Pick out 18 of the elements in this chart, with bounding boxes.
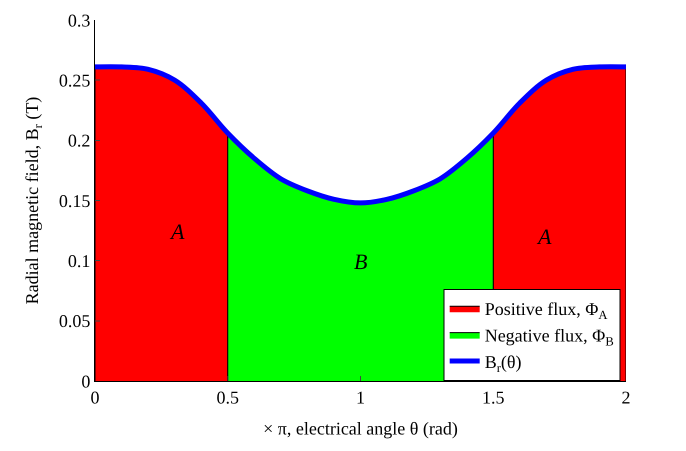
y-tick-label: 0 — [81, 371, 90, 392]
x-tick-label: 1 — [356, 388, 365, 408]
y-tick-label: 0.1 — [68, 250, 90, 271]
x-tick-label: 2 — [622, 388, 630, 408]
annotation: A — [536, 224, 552, 249]
annotation: B — [354, 249, 368, 274]
annotation: A — [169, 219, 185, 244]
legend-label: Positive flux, Φ$_{A}$ — [484, 299, 608, 322]
y-tick-label: 0.25 — [58, 70, 90, 90]
legend-label: B$_{r}$(θ) — [484, 352, 522, 375]
x-tick-label: 0.5 — [216, 388, 239, 408]
legend-label: Negative flux, Φ$_{B}$ — [484, 326, 614, 348]
y-tick-label: 0.2 — [68, 130, 90, 151]
y-tick-label: 0.05 — [58, 311, 90, 332]
y-tick-label: 0.3 — [68, 10, 90, 30]
x-axis-title: × π, electrical angle θ (rad) — [263, 418, 458, 439]
x-tick-label: 1.5 — [482, 388, 504, 408]
y-tick-label: 0.15 — [58, 190, 90, 211]
